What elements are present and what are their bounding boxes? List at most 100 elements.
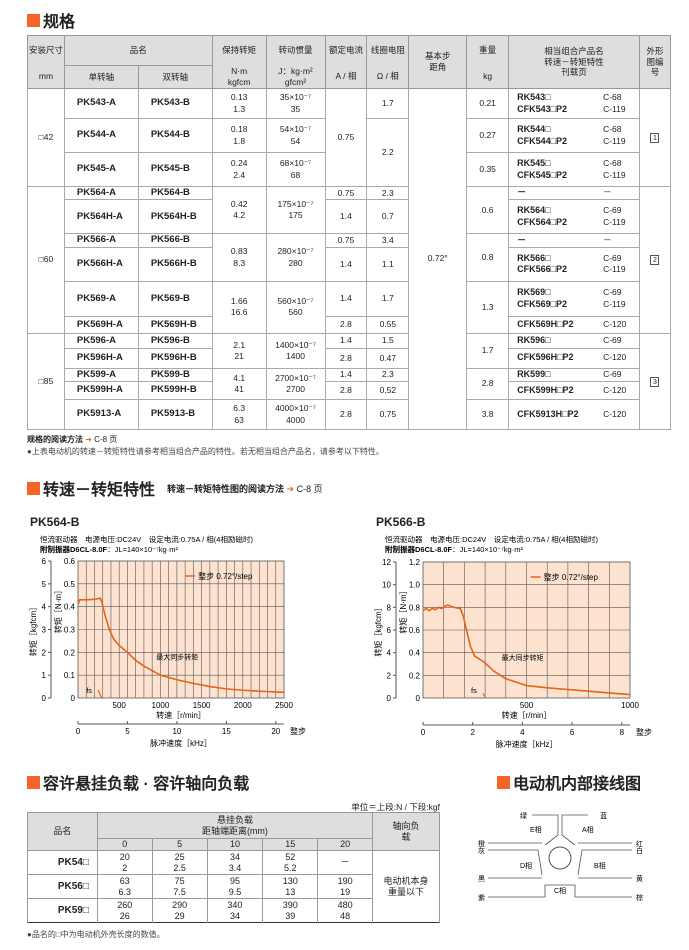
combo-page[interactable]: C-119 <box>603 216 626 227</box>
winding-resistance: 2.2 <box>381 146 394 157</box>
x-tick-label: 500 <box>520 701 534 710</box>
mount-size: □42 <box>38 131 54 142</box>
orange-square-icon <box>27 13 40 27</box>
header-name: 品名 <box>63 35 213 66</box>
orange-square-icon <box>27 775 40 789</box>
combo-product[interactable]: RK566□ <box>517 252 551 263</box>
chart-conditions: 附制振器D6CL-8.0F：JL=140×10⁻⁷kg·m² <box>40 544 178 554</box>
radial-load-n: 75 <box>174 875 185 886</box>
load-note: ●品名的□中为电动机外壳长度的数值。 <box>27 930 165 939</box>
combo-product[interactable]: CFK545□P2 <box>517 169 568 180</box>
x2-axis-label: 脉冲速度［kHz］ <box>496 739 558 749</box>
combo-page[interactable]: C-69 <box>603 334 622 345</box>
y-tick-label: 0.5 <box>64 580 76 589</box>
combo-page[interactable]: － <box>603 187 612 198</box>
winding-resistance: 1.1 <box>381 258 394 269</box>
rotor-inertia: 68×10⁻⁷ <box>279 158 312 169</box>
speed-torque-reading-link[interactable]: 转速－转矩特性图的阅读方法 ➜ C-8 页 <box>167 483 323 494</box>
outline-number-badge[interactable]: 1 <box>650 132 660 143</box>
combo-product[interactable]: － <box>517 187 527 198</box>
y2-tick-label: 6 <box>387 626 392 635</box>
combo-page[interactable]: C-120 <box>603 384 627 395</box>
wire <box>532 814 559 846</box>
double-shaft-model: PK543-B <box>150 97 190 109</box>
spec-reading-link[interactable]: 规格的阅读方法 ➜ C-8 页 <box>27 435 118 444</box>
combo-product[interactable]: RK544□ <box>517 123 551 134</box>
radial-load-n: 260 <box>117 899 133 910</box>
radial-load-kgf: 2.5 <box>173 862 186 873</box>
combo-page[interactable]: C-119 <box>603 103 626 114</box>
combo-product[interactable]: RK545□ <box>517 157 551 168</box>
combo-page[interactable]: C-69 <box>603 205 622 216</box>
combo-product[interactable]: CFK544□P2 <box>517 135 568 146</box>
rotor-inertia: 175 <box>288 210 303 221</box>
combo-page[interactable]: C-120 <box>603 318 627 329</box>
combo-product[interactable]: CFK596H□P2 <box>517 352 574 363</box>
rated-current: 2.8 <box>340 352 352 363</box>
y-tick-label: 0.8 <box>409 603 421 612</box>
combo-product[interactable]: CFK564□P2 <box>517 216 568 227</box>
double-shaft-model: PK599H-B <box>150 384 197 396</box>
rotor-inertia: 68 <box>290 169 301 180</box>
combo-product[interactable]: RK564□ <box>517 205 551 216</box>
combo-page[interactable]: C-119 <box>603 169 626 180</box>
y2-axis-label: 转矩［kgfcm］ <box>373 603 383 656</box>
arrow-right-icon: ➜ <box>85 435 92 444</box>
step-angle: 0.72° <box>427 253 448 264</box>
rotor-inertia: 54×10⁻⁷ <box>279 124 312 135</box>
plot-border <box>77 560 285 699</box>
combo-product[interactable]: RK543□ <box>517 91 551 102</box>
outline-number-badge[interactable]: 3 <box>650 376 660 387</box>
rotor-inertia: 1400 <box>286 350 305 361</box>
combo-product[interactable]: RK569□ <box>517 287 551 297</box>
combo-page[interactable]: C-69 <box>603 287 622 297</box>
weight: 2.8 <box>481 378 494 389</box>
single-shaft-model: PK596H-A <box>76 352 123 364</box>
section-title: 转速－转矩特性 <box>43 482 156 499</box>
wire-color-label: 绿 <box>520 811 527 820</box>
combo-page[interactable]: C-69 <box>603 252 622 263</box>
combo-page[interactable]: C-119 <box>603 264 626 275</box>
holding-torque: 4.2 <box>233 210 246 221</box>
combo-product[interactable]: RK596□ <box>517 334 551 345</box>
x2-tick-label: 0 <box>421 728 426 737</box>
radial-load-kgf: 5.2 <box>284 862 297 873</box>
header-resistance: 线圈电阻 <box>366 35 410 66</box>
y2-tick-label: 2 <box>42 648 47 657</box>
combo-product[interactable]: CFK569□P2 <box>517 298 568 309</box>
combo-product[interactable]: － <box>517 234 527 245</box>
combo-page[interactable]: － <box>603 234 612 245</box>
combo-page[interactable]: C-68 <box>603 123 622 134</box>
combo-page[interactable]: C-119 <box>603 298 626 309</box>
double-shaft-model: PK5913-B <box>150 408 196 420</box>
chart-title: PK566-B <box>376 515 426 529</box>
y2-tick-label: 0 <box>387 694 392 703</box>
winding-resistance: 1.7 <box>381 293 394 304</box>
combo-page[interactable]: C-119 <box>603 135 626 146</box>
single-shaft-model: PK596-A <box>76 334 116 346</box>
combo-page[interactable]: C-69 <box>603 369 622 380</box>
spec-row: □42 PK543-A PK543-B 0.13 1.3 35×10⁻⁷ 35 0.75 1.7… <box>27 87 672 431</box>
header-axial: 轴向负载 <box>372 812 440 851</box>
rated-current: 1.4 <box>340 211 352 222</box>
header-distance: 5 <box>151 838 208 851</box>
combo-product[interactable]: CFK543□P2 <box>517 103 568 114</box>
combo-product[interactable]: CFK566□P2 <box>517 264 568 275</box>
outline-number-badge[interactable]: 2 <box>650 255 660 266</box>
rotor-inertia: 280×10⁻⁷ <box>277 246 314 257</box>
combo-page[interactable]: C-120 <box>603 352 627 363</box>
rotor-inertia: 4000×10⁻⁷ <box>275 403 316 414</box>
combo-product[interactable]: RK599□ <box>517 369 551 380</box>
combo-page[interactable]: C-68 <box>603 157 622 168</box>
wire <box>561 814 588 846</box>
arrow-right-icon: ➜ <box>286 483 295 494</box>
rotor-inertia: 560×10⁻⁷ <box>277 296 314 307</box>
combo-page[interactable]: C-120 <box>603 408 627 419</box>
combo-product[interactable]: CFK5913H□P2 <box>517 408 579 419</box>
radial-load-n: 130 <box>282 875 298 886</box>
speed-torque-chart-pk564: 恒流驱动器 电源电压:DC24V 设定电流:0.75A / 相(4相励磁时)附制… <box>28 534 306 748</box>
combo-page[interactable]: C-68 <box>603 91 622 102</box>
combo-product[interactable]: CFK599H□P2 <box>517 384 574 395</box>
combo-product[interactable]: CFK569H□P2 <box>517 318 574 329</box>
rotor-inertia: 4000 <box>286 414 305 425</box>
